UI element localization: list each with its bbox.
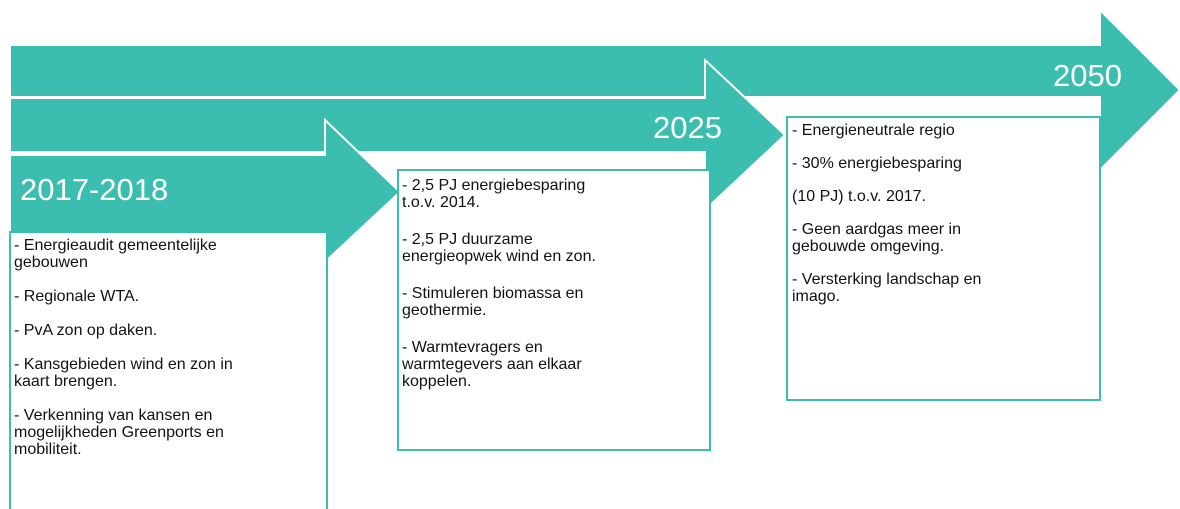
box-2050 — [786, 116, 1101, 401]
item-line: kaart brengen. — [14, 373, 117, 390]
item-line: - Regionale WTA. — [14, 288, 139, 305]
item-line: - Energieneutrale regio — [792, 122, 955, 139]
item-line: geothermie. — [402, 302, 487, 319]
item-line: - Kansgebieden wind en zon in — [14, 356, 233, 373]
item-line: mogelijkheden Greenports en — [14, 424, 224, 441]
item-line: gebouwde omgeving. — [792, 238, 944, 255]
item-line: - Warmtevragers en — [402, 339, 543, 356]
item-line: - Verkenning van kansen en — [14, 407, 212, 424]
item-line: - Energieaudit gemeentelijke — [14, 237, 217, 254]
item-line: - Geen aardgas meer in — [792, 221, 961, 238]
item-line: mobiliteit. — [14, 441, 82, 458]
stage-label: 2017-2018 — [20, 172, 168, 207]
item-line: imago. — [792, 288, 840, 305]
item-line: - 30% energiebesparing — [792, 155, 962, 172]
stage-label: 2025 — [653, 110, 722, 145]
item-line: - 2,5 PJ duurzame — [402, 231, 533, 248]
stage-label: 2050 — [1053, 58, 1122, 93]
item-line: koppelen. — [402, 373, 471, 390]
item-line: - 2,5 PJ energiebesparing — [402, 177, 585, 194]
item-line: (10 PJ) t.o.v. 2017. — [792, 188, 926, 205]
box-2017 — [9, 231, 328, 509]
item-line: warmtegevers aan elkaar — [401, 356, 582, 373]
item-line: - PvA zon op daken. — [14, 322, 157, 339]
item-line: energieopwek wind en zon. — [402, 248, 596, 265]
item-line: gebouwen — [14, 254, 88, 271]
arrow-2025 — [9, 57, 787, 213]
item-line: - Versterking landschap en — [792, 271, 981, 288]
item-line: - Stimuleren biomassa en — [402, 285, 583, 302]
item-line: t.o.v. 2014. — [402, 194, 480, 211]
box-2025 — [397, 169, 711, 451]
